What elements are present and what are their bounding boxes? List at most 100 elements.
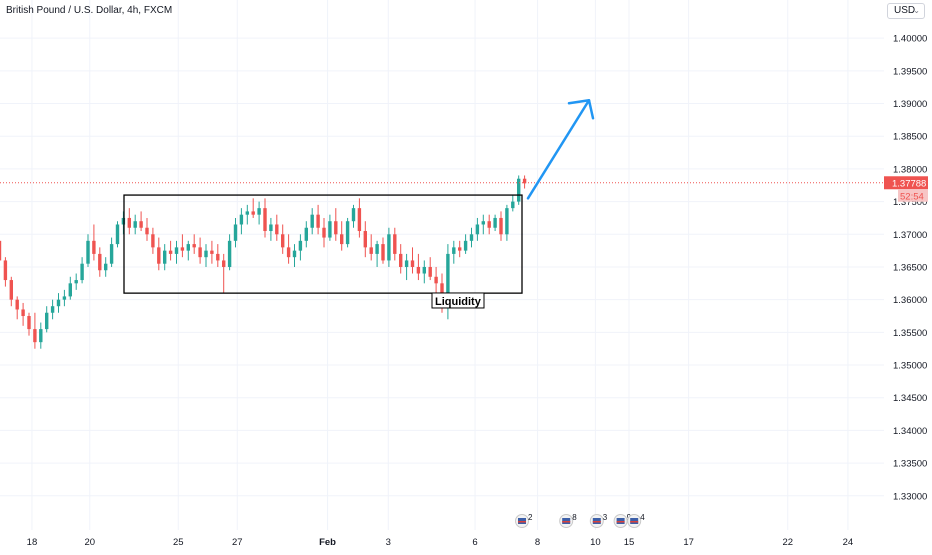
candle-body bbox=[104, 263, 108, 271]
candle bbox=[186, 240, 190, 261]
arrow-line bbox=[526, 99, 591, 200]
candle-body bbox=[257, 208, 261, 215]
candle bbox=[204, 244, 208, 267]
candle-body bbox=[363, 231, 367, 248]
candle bbox=[416, 253, 421, 281]
candle-body bbox=[369, 247, 373, 254]
candle-body bbox=[50, 306, 55, 313]
candle bbox=[104, 257, 108, 277]
x-axis-tick-label: 27 bbox=[232, 537, 243, 548]
candle-body bbox=[9, 280, 13, 300]
event-count-label: 4 bbox=[640, 513, 645, 522]
chevron-down-icon: ⌄ bbox=[913, 6, 920, 15]
candle-body bbox=[263, 208, 267, 232]
y-axis-tick-label: 1.38000 bbox=[893, 164, 927, 175]
y-axis[interactable]: 1.40000 1.39500 1.39000 1.38500 1.38000 1.375… bbox=[884, 0, 932, 550]
candle bbox=[227, 234, 232, 271]
candle-body bbox=[340, 234, 344, 245]
candle bbox=[316, 204, 320, 235]
candle bbox=[115, 221, 120, 248]
candle-body bbox=[487, 221, 491, 228]
candle bbox=[45, 306, 49, 333]
y-axis-tick-label: 1.34000 bbox=[893, 426, 927, 437]
event-flag-icon[interactable]: 3 bbox=[589, 513, 608, 528]
currency-label: USD bbox=[894, 5, 916, 16]
event-flag-stripe bbox=[616, 521, 625, 523]
candle bbox=[292, 244, 297, 267]
x-axis[interactable]: 18 20 25 27 Feb 3 6 8 10 15 17 22 24 bbox=[0, 531, 932, 550]
x-axis-tick-label: 3 bbox=[386, 537, 391, 548]
candle bbox=[21, 302, 25, 326]
candle-body bbox=[310, 214, 314, 228]
candle-body bbox=[62, 296, 67, 300]
candle-body bbox=[458, 247, 462, 251]
candle-body bbox=[210, 250, 214, 254]
candle bbox=[233, 217, 238, 248]
candle-body bbox=[39, 329, 43, 343]
candle-body bbox=[493, 217, 497, 228]
event-flag-icon[interactable]: 8 bbox=[559, 513, 578, 528]
candle bbox=[222, 253, 226, 294]
candle-body bbox=[222, 260, 226, 267]
candle-body bbox=[33, 329, 37, 343]
candle-body bbox=[298, 240, 303, 251]
candle-body bbox=[434, 276, 438, 284]
event-markers[interactable]: 28394 bbox=[515, 513, 646, 528]
candle-body bbox=[511, 201, 515, 209]
candles bbox=[0, 175, 884, 349]
y-axis-tick-label: 1.33500 bbox=[893, 459, 927, 470]
candle bbox=[127, 208, 131, 235]
candle bbox=[157, 237, 161, 271]
candle bbox=[192, 234, 196, 254]
y-axis-tick-label: 1.34500 bbox=[893, 393, 927, 404]
candle bbox=[210, 240, 214, 264]
candle-body bbox=[204, 250, 208, 258]
candle bbox=[15, 296, 19, 320]
candle bbox=[74, 273, 78, 290]
y-axis-tick-label: 1.38500 bbox=[893, 132, 927, 143]
candle bbox=[458, 240, 462, 258]
candle bbox=[375, 240, 379, 267]
candle-body bbox=[139, 221, 143, 228]
x-axis-tick-label: 24 bbox=[843, 537, 854, 548]
candle bbox=[522, 175, 527, 189]
y-axis-tick-label: 1.35500 bbox=[893, 328, 927, 339]
x-axis-tick-label: 6 bbox=[472, 537, 477, 548]
event-flag-icon[interactable]: 4 bbox=[627, 513, 646, 528]
candle bbox=[216, 244, 220, 267]
event-flag-stripe bbox=[518, 521, 526, 523]
candle-body bbox=[286, 247, 291, 258]
candle-body bbox=[109, 244, 114, 264]
candle bbox=[404, 253, 409, 281]
event-flag-icon[interactable]: 2 bbox=[515, 513, 534, 528]
event-count-label: 2 bbox=[528, 513, 533, 522]
candle-body bbox=[275, 224, 279, 235]
candle bbox=[68, 276, 72, 300]
candle-body bbox=[269, 224, 273, 232]
candle-body bbox=[475, 224, 480, 235]
candle-body bbox=[80, 263, 84, 281]
candle bbox=[410, 247, 415, 274]
liquidity-label-text: Liquidity bbox=[435, 296, 482, 308]
arrow-head bbox=[567, 99, 595, 120]
currency-selector[interactable]: USD ⌄ bbox=[887, 3, 925, 19]
x-axis-tick-label: 22 bbox=[782, 537, 793, 548]
candle-body bbox=[245, 211, 249, 215]
candle-body bbox=[505, 208, 509, 235]
x-axis-tick-label: Feb bbox=[319, 537, 336, 548]
candle-body bbox=[463, 240, 468, 251]
candle bbox=[9, 276, 13, 307]
y-axis-panel bbox=[884, 0, 932, 550]
candle bbox=[151, 227, 155, 254]
event-flag-stripe bbox=[630, 521, 639, 523]
candle-body bbox=[517, 178, 521, 202]
candle-body bbox=[180, 247, 185, 251]
candle-body bbox=[15, 299, 19, 310]
candle-body bbox=[216, 253, 220, 261]
event-flag-stripe bbox=[562, 521, 571, 523]
y-axis-tick-label: 1.35000 bbox=[893, 361, 927, 372]
event-count-label: 3 bbox=[603, 513, 608, 522]
candle-body bbox=[393, 234, 397, 254]
